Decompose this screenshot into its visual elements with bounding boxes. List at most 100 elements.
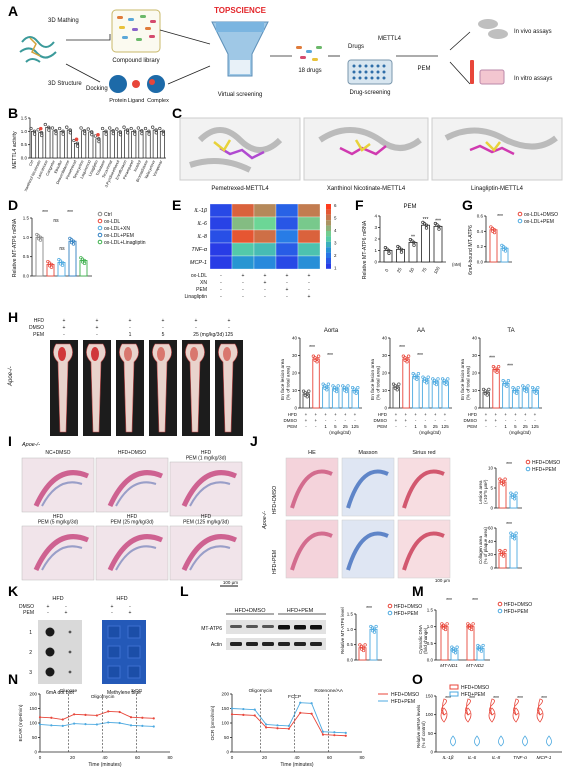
l-ytick-label: 1.5 bbox=[347, 612, 354, 617]
k-dot-pem bbox=[68, 650, 72, 654]
o-ytick-label: 100 bbox=[425, 712, 433, 717]
l-group-label: HFD+DMSO bbox=[234, 608, 266, 614]
h-chart-sign: + bbox=[404, 412, 407, 417]
i-section bbox=[21, 457, 95, 513]
c-ribbon-1 bbox=[189, 127, 283, 173]
h-point bbox=[426, 375, 430, 379]
e-cell bbox=[209, 255, 233, 270]
h-bar bbox=[402, 358, 410, 409]
o-violin-pem bbox=[546, 735, 552, 747]
panel-d-chart: Relative MT-ATP6 mRNA 0.0 0.5 1.0 1.5 ns ns **… bbox=[12, 210, 146, 279]
j-vessel-wall bbox=[402, 469, 445, 509]
h-point bbox=[397, 382, 401, 386]
m-point bbox=[466, 625, 470, 629]
h-ylabel-1-line1: (% of total area) bbox=[376, 365, 382, 400]
n-ocr-series-point bbox=[321, 733, 325, 736]
h0-ytick-label: 10 bbox=[292, 388, 298, 393]
h-point bbox=[333, 388, 337, 392]
d-point bbox=[70, 240, 74, 245]
b-point bbox=[125, 131, 130, 135]
e-gene-label: IL-8 bbox=[198, 234, 208, 240]
h-sign: + bbox=[96, 318, 99, 324]
i-label-4-line0: HFD bbox=[127, 514, 138, 520]
d-legend-marker bbox=[97, 218, 103, 224]
i-label-0-line0: NC+DMSO bbox=[45, 450, 70, 456]
e-condition-label: XN bbox=[200, 280, 207, 286]
tube-icon bbox=[470, 60, 474, 84]
b-xtick-label: Inositol bbox=[133, 160, 142, 173]
d-legend-label: ox-LDL+XN bbox=[104, 226, 130, 232]
n-ocr-ytick-label: 200 bbox=[221, 692, 229, 697]
h-point bbox=[303, 393, 308, 398]
c-residue-1 bbox=[213, 139, 232, 152]
h2-ytick-label: 0 bbox=[474, 406, 477, 411]
b-point bbox=[75, 144, 80, 148]
k-row-label: DMSO bbox=[19, 604, 34, 610]
h-aorta-lesion bbox=[58, 347, 66, 361]
i-section bbox=[95, 457, 169, 513]
h-aorta-lesion bbox=[124, 347, 132, 361]
h-sign: + bbox=[162, 318, 165, 324]
b-bar bbox=[81, 130, 87, 159]
h-aorta-lesion bbox=[223, 347, 231, 361]
compound-library-pills bbox=[117, 15, 156, 41]
k-sign: + bbox=[111, 604, 114, 610]
d-point bbox=[81, 260, 85, 264]
h-sign: 25 bbox=[193, 332, 199, 338]
b-point bbox=[133, 132, 137, 136]
j-vessel-wall bbox=[290, 469, 333, 509]
b-point bbox=[122, 125, 126, 129]
h-sign: + bbox=[228, 318, 231, 324]
e-gene-label: IL-1β bbox=[194, 208, 207, 214]
n-ecar-series-point bbox=[107, 721, 110, 724]
n-ocr-series-point bbox=[230, 713, 234, 716]
panel-a-workflow: 3D Mathing 3D Structure Compound library… bbox=[19, 6, 552, 104]
n-ocr-ytick-label: 50 bbox=[224, 735, 230, 740]
f-bar bbox=[408, 242, 418, 263]
e-colorbar-step bbox=[326, 258, 331, 264]
d-bar bbox=[35, 236, 44, 277]
d-legend-label: ox-LDL+Linagliptin bbox=[104, 240, 146, 246]
b-point bbox=[54, 131, 58, 136]
h-point bbox=[446, 377, 450, 381]
a-invivo-label: In vivo assays bbox=[514, 29, 552, 35]
o-violin-dmso bbox=[488, 698, 496, 723]
b-point bbox=[61, 132, 65, 136]
b-point bbox=[151, 125, 155, 129]
h-aorta-lesion bbox=[91, 347, 99, 361]
n-ocr-xtick-label: 40 bbox=[294, 755, 300, 760]
h-point bbox=[406, 354, 411, 358]
e-colorbar-step bbox=[326, 220, 331, 226]
n-ecar-series-point bbox=[84, 713, 87, 716]
panel-letter-c: C bbox=[172, 105, 182, 121]
h-chart-row-label: PEM bbox=[467, 424, 477, 429]
j-collagen-point bbox=[503, 548, 507, 553]
e-colorbar-step bbox=[326, 209, 331, 215]
n-ecar-injection-label: 2-DG bbox=[131, 688, 143, 694]
h-sign: 125 bbox=[225, 332, 234, 338]
g-legend-label: ox-LDL+DMSO bbox=[524, 212, 558, 218]
m-stars: *** bbox=[446, 598, 452, 604]
panel-letter-f: F bbox=[355, 197, 364, 213]
m-point bbox=[471, 622, 475, 626]
h-chart-sign: 125 bbox=[441, 424, 449, 429]
a-structure-label: 3D Structure bbox=[48, 81, 82, 87]
g-legend-marker bbox=[517, 211, 523, 217]
i-section bbox=[95, 525, 169, 581]
o-xtick-label: TNF-α bbox=[513, 755, 527, 761]
n-ecar-injection-label: Oligomycin bbox=[91, 694, 115, 700]
b-point bbox=[97, 139, 101, 144]
o-xtick-label: IL-6 bbox=[468, 755, 477, 761]
i-label-1-line0: HFD+DMSO bbox=[118, 450, 146, 456]
h1-ytick-label: 10 bbox=[382, 388, 388, 393]
e-sign: - bbox=[220, 287, 222, 293]
h-point bbox=[493, 369, 497, 373]
h-sign: - bbox=[129, 325, 131, 331]
h-chart-title: Aorta bbox=[324, 328, 339, 334]
n-ecar-series-point bbox=[50, 724, 53, 727]
o-ylabel-line1: (% of control) bbox=[421, 721, 426, 748]
b-ylabel: METTL4 activity bbox=[12, 131, 18, 169]
o-xtick-label: IL-8 bbox=[492, 755, 501, 761]
e-sign: - bbox=[220, 273, 222, 279]
